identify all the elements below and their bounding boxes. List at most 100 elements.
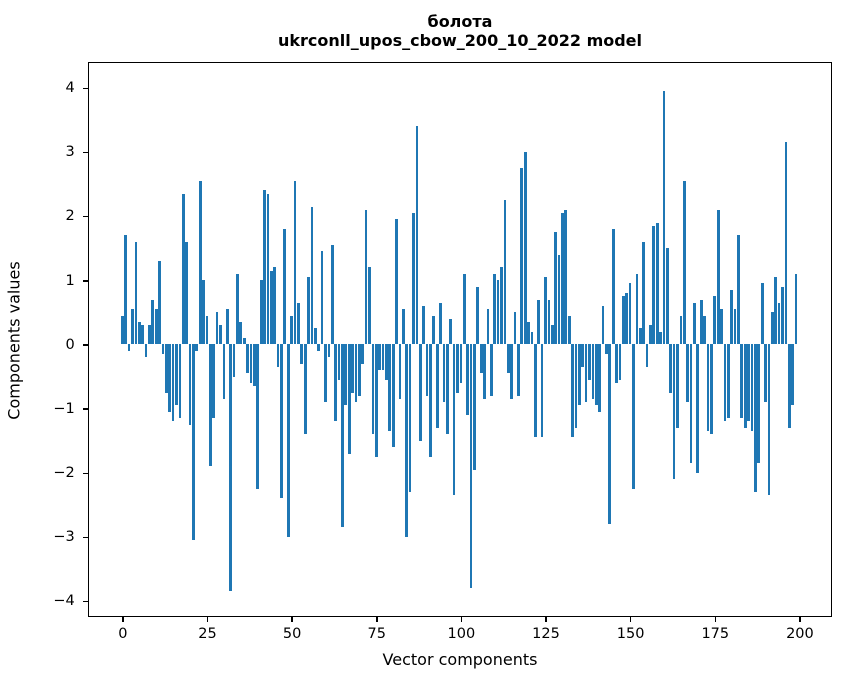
bar [757,344,761,464]
bar [754,344,757,492]
bar [723,344,727,422]
bar [635,273,639,345]
y-tick-label: −2 [53,465,75,481]
bar [486,309,490,345]
bar [764,344,767,403]
y-tick-label: −3 [53,529,75,546]
bar [689,344,693,464]
bar [794,273,798,345]
bar [632,344,635,489]
bar [361,344,365,364]
bar [219,325,222,345]
x-tick-mark [799,617,801,623]
bar [175,344,178,406]
bar [263,190,266,345]
x-tick-label: 125 [532,626,560,643]
x-tick-mark [714,617,717,623]
bar [557,254,561,345]
bar [537,299,541,345]
bar [401,309,405,345]
bar [726,344,730,419]
bar [330,244,334,345]
bar [181,193,185,345]
bar [523,151,527,345]
bar [324,344,327,403]
bar [435,344,439,428]
bar [710,344,713,435]
bar [493,273,497,345]
bar [459,344,463,383]
bar [787,344,791,428]
bar [574,344,578,428]
bar [293,180,297,345]
bar [144,344,148,358]
y-tick-label: −4 [53,593,75,610]
bar [527,321,530,345]
bar [655,222,659,345]
bar [357,344,361,396]
bar [743,344,747,428]
bar [242,338,246,345]
x-tick-label: 150 [616,626,645,643]
y-tick-mark [82,87,88,90]
bar [503,200,507,345]
bar [249,344,253,383]
bar [628,283,632,345]
bar [672,344,676,480]
bar [696,344,700,473]
bar [425,344,429,396]
bar [608,344,612,525]
bar [354,344,358,403]
bar [121,315,124,345]
bar [195,344,199,351]
bar [368,267,371,345]
x-tick-mark [122,617,124,623]
bar [313,328,317,345]
bar [185,241,189,345]
bar [720,309,723,345]
bar [297,302,300,345]
bar [483,344,486,399]
x-tick-mark [545,617,547,623]
x-tick-label: 25 [198,626,217,643]
bar [364,209,368,345]
bar [374,344,378,457]
bar [280,344,283,499]
bar [760,283,764,345]
bar [767,344,771,496]
bar [666,248,669,345]
y-tick-mark [82,472,88,474]
bar [510,344,513,399]
bar [273,267,277,345]
bar [774,277,778,345]
bar [693,302,696,345]
bar [236,273,239,345]
x-tick-mark [460,617,463,623]
x-tick-mark [291,617,293,623]
bar [168,344,172,412]
bar [594,344,598,406]
y-tick-label: 0 [65,336,75,353]
bar [686,344,690,403]
bar [276,344,280,367]
bar [713,296,717,345]
x-axis-label: Vector components [382,650,538,669]
bar [266,193,270,345]
bar [151,299,155,345]
x-tick-label: 0 [118,626,128,643]
bar [269,270,273,345]
bar [784,142,788,345]
bar [395,219,398,345]
bar [134,241,138,345]
x-tick-mark [629,617,632,623]
x-tick-label: 50 [282,626,302,643]
bar [198,180,202,345]
x-tick-label: 200 [786,626,814,643]
bar [770,312,774,345]
bar [259,280,263,345]
bar [327,344,331,358]
bar [381,344,385,371]
bar [341,344,344,528]
bar [215,312,219,345]
